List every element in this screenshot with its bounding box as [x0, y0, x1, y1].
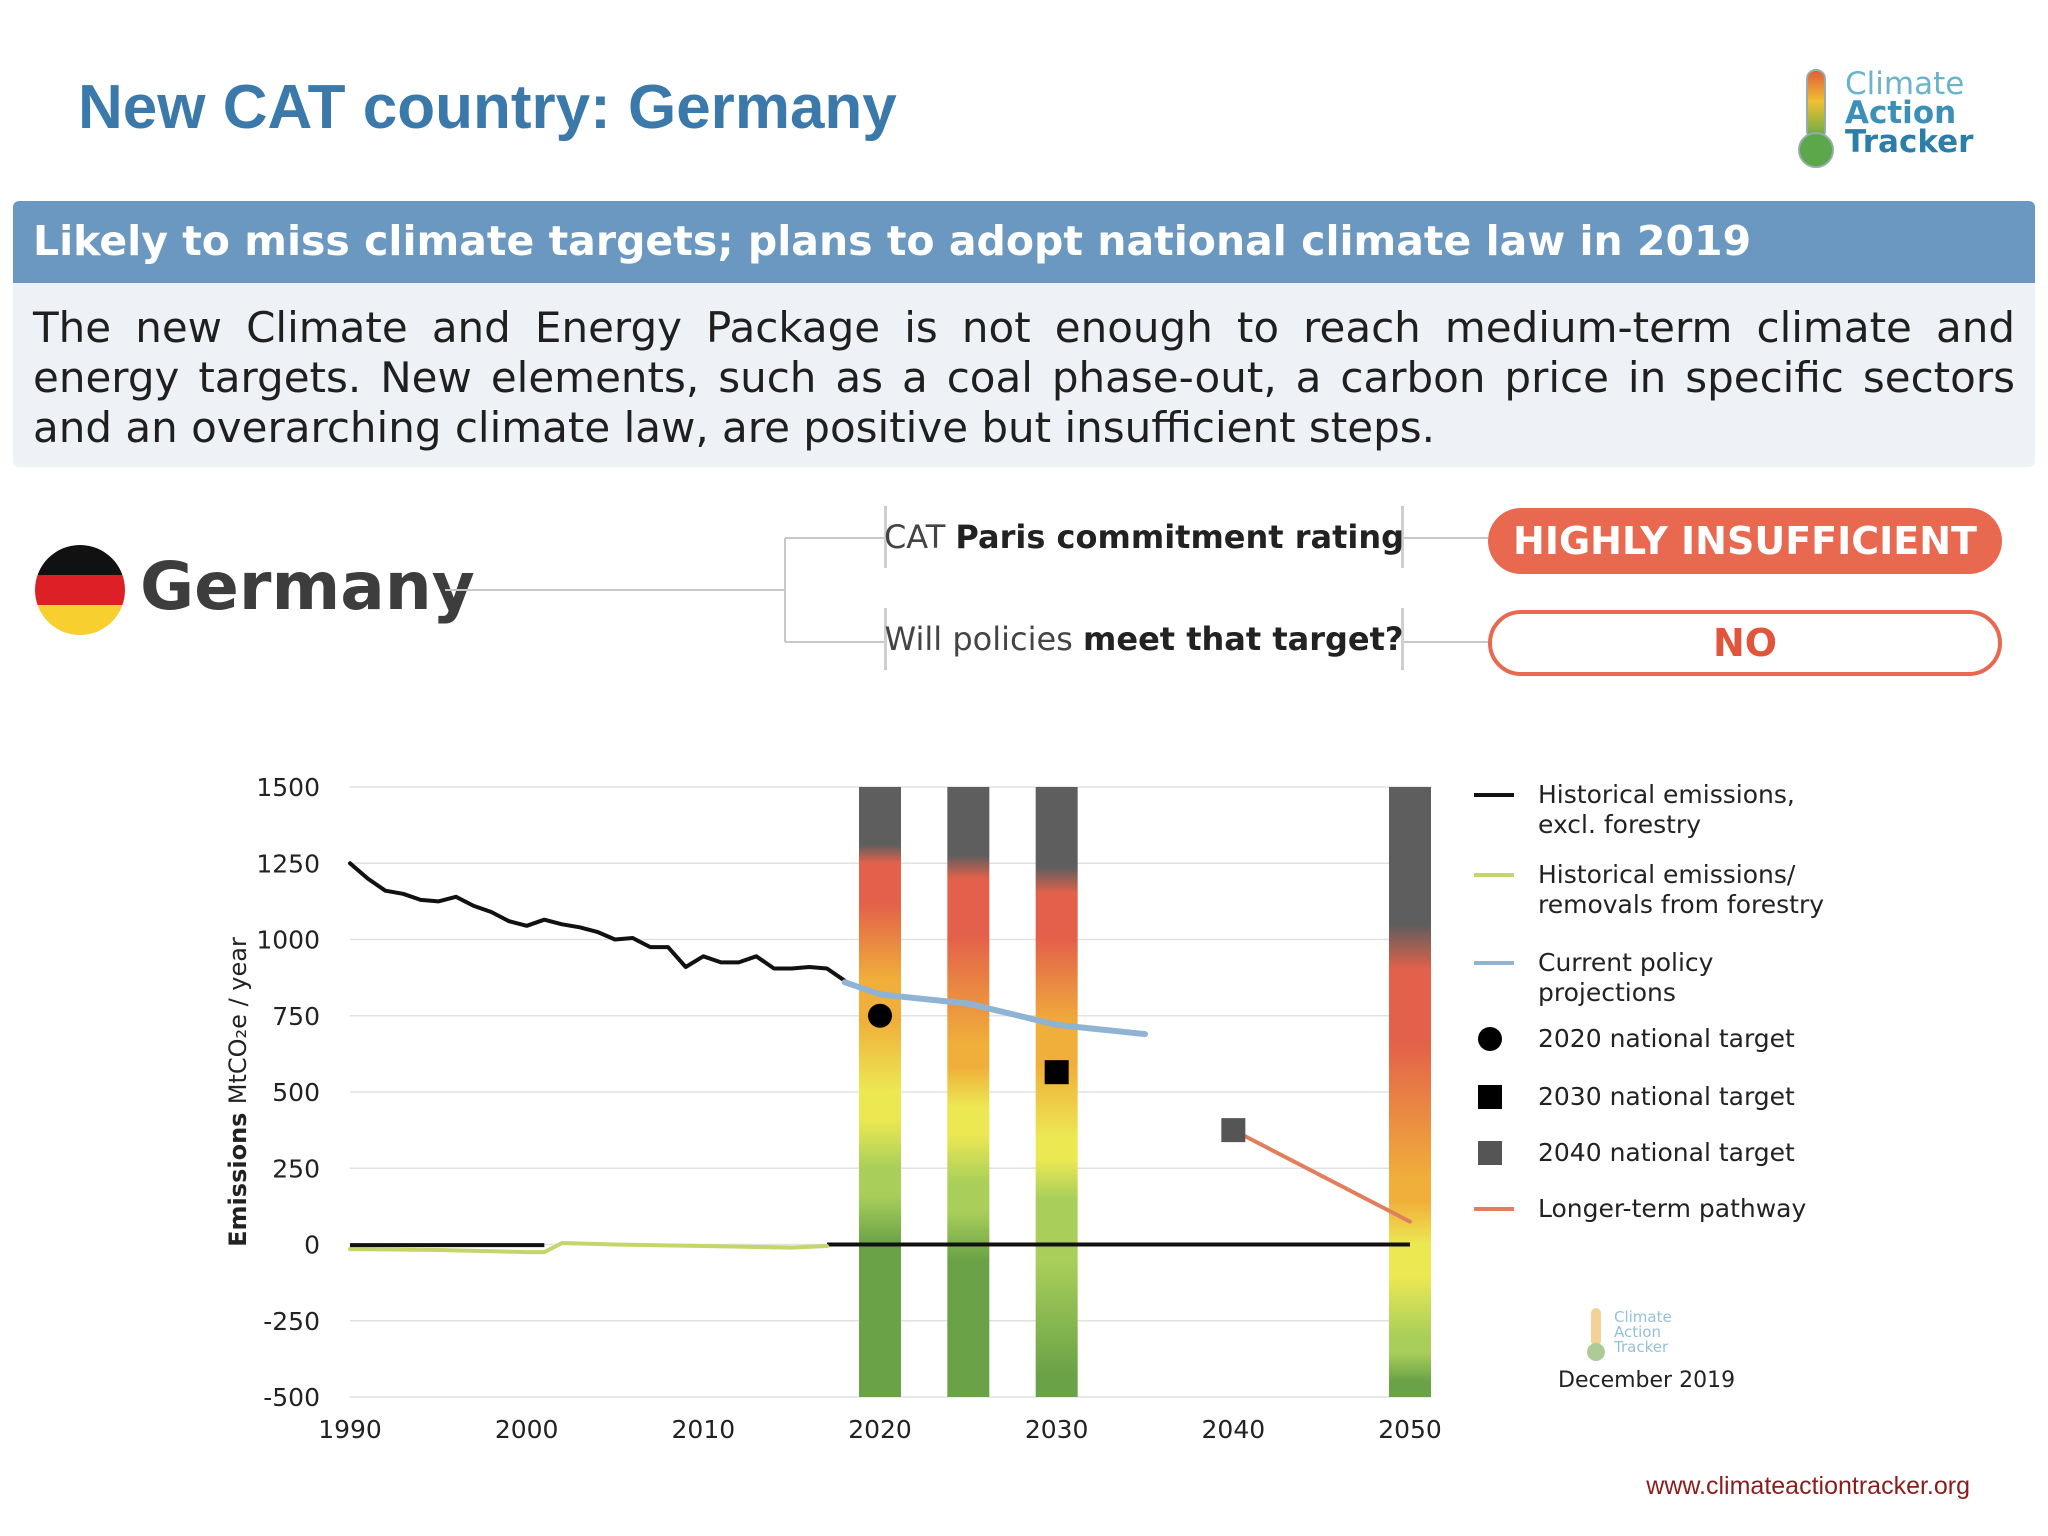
legend-symbol: [1470, 780, 1520, 810]
legend-item: 2030 national target: [1470, 1082, 1870, 1142]
legend-symbol: [1470, 1194, 1520, 1224]
mini-logo-text: Climate Action Tracker: [1614, 1310, 1672, 1355]
policy-target-label-bold: meet that target?: [1083, 620, 1404, 658]
legend-label-line: 2040 national target: [1538, 1138, 1795, 1167]
y-tick-label: 250: [272, 1154, 320, 1183]
legend-item: 2040 national target: [1470, 1138, 1870, 1198]
legend-label-line: 2030 national target: [1538, 1082, 1795, 1111]
country-name: Germany: [140, 548, 475, 625]
legend-symbol: [1470, 860, 1520, 890]
legend-label-line: Longer-term pathway: [1538, 1194, 1807, 1223]
rating-bar-2025: [947, 787, 990, 1397]
legend-symbol: [1470, 948, 1520, 978]
x-tick-label: 2000: [495, 1415, 559, 1444]
series-line-0: [348, 861, 847, 983]
summary-box: The new Climate and Energy Package is no…: [13, 283, 2035, 467]
legend-label: 2020 national target: [1538, 1024, 1795, 1054]
legend-symbol: [1470, 1024, 1520, 1054]
emissions-chart: 1500 1250 1000 750 500 250 0 -250 -500 1990 2000 20…: [224, 773, 1442, 1444]
target-marker-2030: [1044, 1060, 1069, 1085]
mini-thermometer-icon: [1587, 1308, 1605, 1361]
cat-logo: Climate Action Tracker: [1790, 66, 1990, 171]
y-tick-label: 1250: [256, 849, 320, 878]
series-line-2: [841, 979, 1148, 1038]
rating-bar-2050: [1389, 787, 1431, 1397]
legend-label-line: Historical emissions/: [1538, 860, 1796, 889]
legend-symbol: [1470, 1138, 1520, 1168]
y-tick-label: 1000: [256, 926, 320, 955]
legend-label-line: projections: [1538, 978, 1676, 1007]
chart-date: December 2019: [1558, 1368, 1736, 1393]
legend-label-line: removals from forestry: [1538, 890, 1825, 919]
y-tick-label: 0: [304, 1231, 320, 1260]
paris-rating-label-bold: Paris commitment rating: [955, 518, 1405, 556]
paris-rating-label-prefix: CAT: [883, 518, 946, 556]
y-tick-label: -250: [263, 1307, 320, 1336]
rating-bar-2020: [859, 787, 901, 1397]
legend-label-line: 2020 national target: [1538, 1024, 1795, 1053]
logo-text: Climate Action Tracker: [1845, 66, 1974, 160]
series-line-1: [348, 1241, 829, 1255]
legend-symbol: [1470, 1082, 1520, 1112]
logo-line-1: Climate: [1845, 66, 1965, 102]
y-axis-label: Emissions MtCO₂e / year: [224, 937, 252, 1247]
x-tick-label: 1990: [318, 1415, 382, 1444]
legend-label-line: Current policy: [1538, 948, 1714, 977]
legend-item: Historical emissions/removals from fores…: [1470, 860, 1870, 920]
target-marker-2040: [1221, 1118, 1246, 1143]
legend-item: Longer-term pathway: [1470, 1194, 1870, 1254]
rating-badge: HIGHLY INSUFFICIENT: [1488, 508, 2002, 574]
x-tick-label: 2040: [1202, 1415, 1266, 1444]
y-tick-label: -500: [263, 1383, 320, 1412]
mini-cat-logo: Climate Action Tracker: [1582, 1306, 1682, 1362]
summary-text: The new Climate and Energy Package is no…: [33, 303, 2015, 452]
x-tick-label: 2010: [672, 1415, 736, 1444]
headline-banner: Likely to miss climate targets; plans to…: [13, 201, 2035, 283]
rating-bar-2030: [1035, 787, 1078, 1397]
target-marker-2020: [868, 1003, 892, 1028]
legend-label: 2030 national target: [1538, 1082, 1795, 1112]
mini-logo-line-1: Climate: [1614, 1308, 1672, 1326]
headline-text: Likely to miss climate targets; plans to…: [33, 217, 1752, 265]
policy-target-label: Will policies meet that target?: [884, 608, 1404, 670]
rating-connectors: [445, 537, 1488, 643]
page-title: New CAT country: Germany: [78, 73, 897, 142]
y-tick-label: 750: [272, 1002, 320, 1031]
paris-rating-label: CAT Paris commitment rating: [884, 506, 1404, 568]
legend-label: Historical emissions, excl. forestry: [1538, 780, 1795, 840]
policy-target-label-prefix: Will policies: [884, 620, 1073, 658]
mini-logo-line-3: Tracker: [1614, 1338, 1669, 1356]
x-tick-label: 2030: [1025, 1415, 1089, 1444]
x-tick-label: 2050: [1378, 1415, 1442, 1444]
x-tick-label: 2020: [848, 1415, 912, 1444]
thermometer-icon: [1798, 69, 1834, 168]
y-tick-label: 1500: [256, 773, 320, 802]
legend-label: 2040 national target: [1538, 1138, 1795, 1168]
mini-logo-line-2: Action: [1614, 1323, 1661, 1341]
legend-item: Current policy projections: [1470, 948, 1870, 1008]
legend-label-line: excl. forestry: [1538, 810, 1701, 839]
legend-item: 2020 national target: [1470, 1024, 1870, 1084]
series-line-3: [1231, 1128, 1412, 1224]
legend-label-line: Historical emissions,: [1538, 780, 1795, 809]
legend-item: Historical emissions, excl. forestry: [1470, 780, 1870, 840]
logo-line-3: Tracker: [1845, 124, 1974, 160]
legend-label: Historical emissions/removals from fores…: [1538, 860, 1824, 920]
policy-badge: NO: [1488, 610, 2002, 676]
legend-label: Longer-term pathway: [1538, 1194, 1806, 1224]
website-link[interactable]: www.climateactiontracker.org: [1646, 1472, 1970, 1500]
logo-line-2: Action: [1845, 95, 1957, 131]
y-tick-label: 500: [272, 1078, 320, 1107]
legend-label: Current policy projections: [1538, 948, 1713, 1008]
